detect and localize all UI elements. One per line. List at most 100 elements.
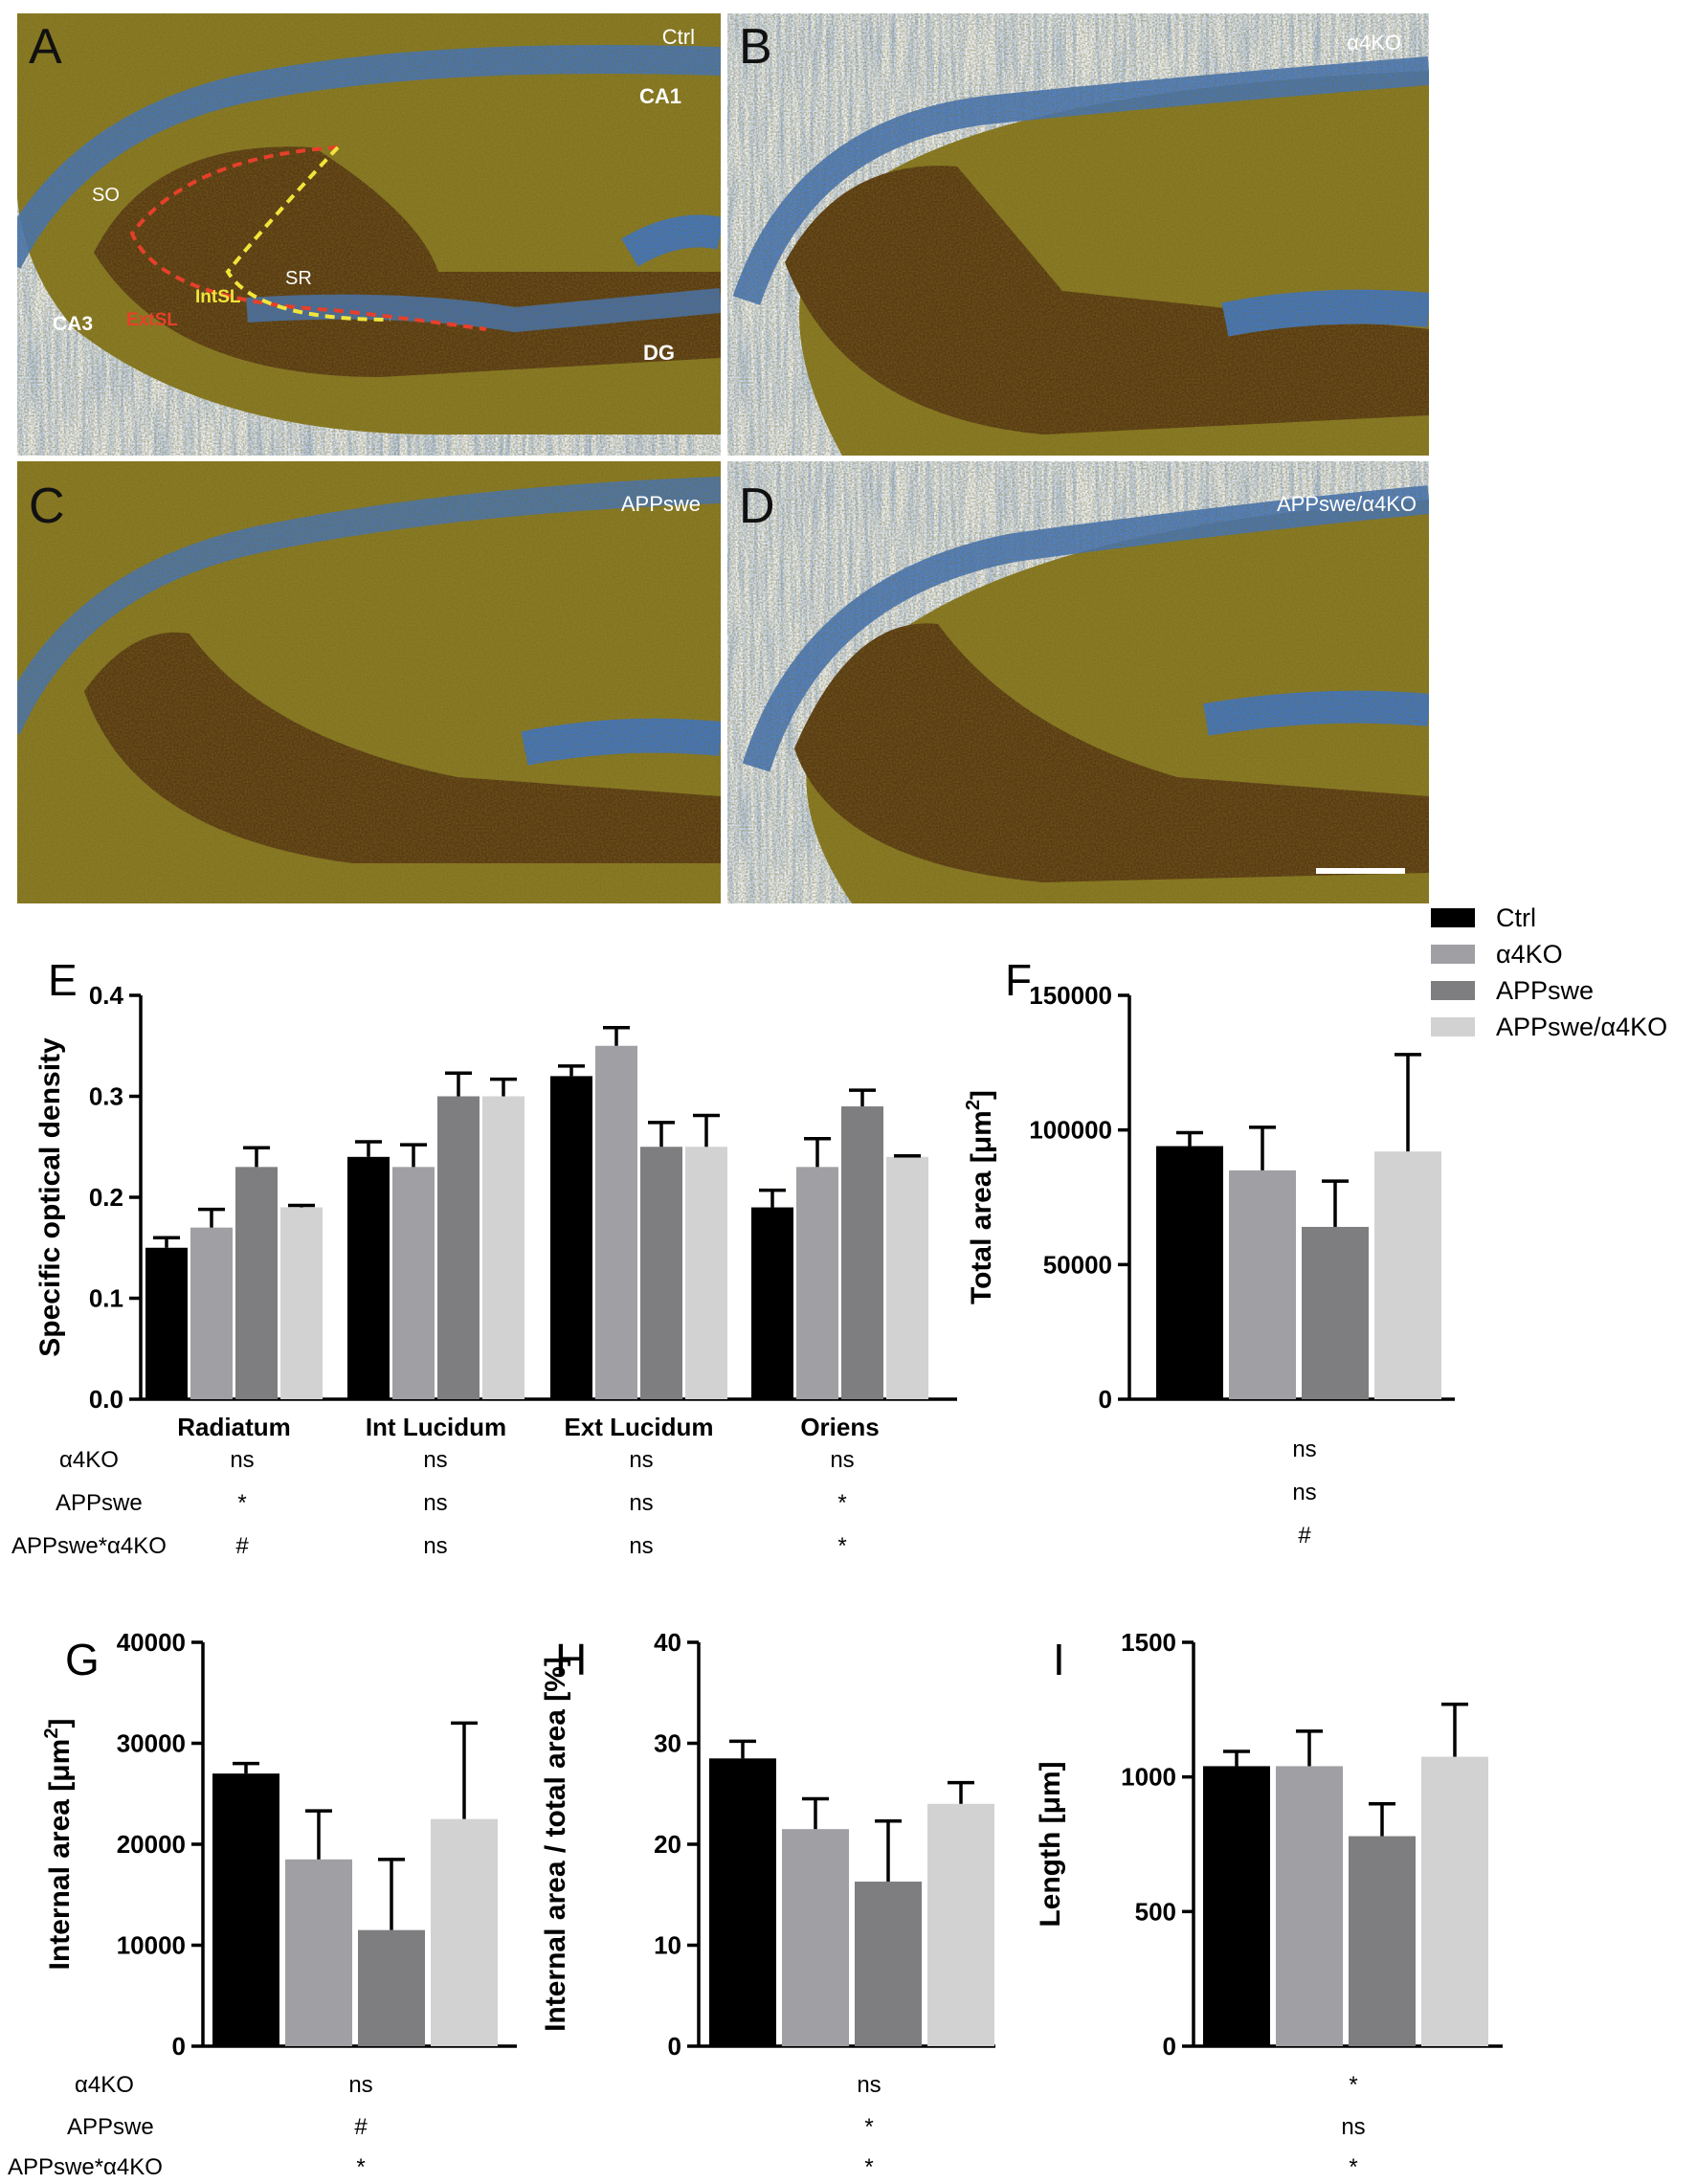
stats-value: ns	[423, 1490, 447, 1516]
y-tick-label: 0.2	[89, 1183, 123, 1212]
chart-f: 0 50000 100000 150000 Total area [μm2]	[963, 981, 1455, 1414]
bar-Ctrl	[751, 1207, 793, 1399]
y-tick-label: 0	[1163, 2032, 1176, 2061]
y-tick-label: 20000	[117, 1830, 186, 1859]
panel-b-label: α4KO	[1347, 31, 1401, 55]
bar-4KO	[392, 1167, 435, 1399]
boundary-label-intsl: IntSL	[195, 287, 241, 307]
stats-value: *	[237, 1490, 246, 1516]
bar-4KO	[782, 1829, 849, 2046]
bar-Ctrl	[1156, 1146, 1223, 1399]
y-tick-label: 150000	[1029, 981, 1112, 1010]
panel-letter-f: F	[1005, 955, 1032, 1005]
bar-APPswe	[437, 1096, 480, 1399]
bar-APPswe4KO	[685, 1147, 727, 1399]
stats-value: *	[1349, 2072, 1357, 2098]
legend-label: Ctrl	[1496, 903, 1536, 932]
y-tick-label: 0.3	[89, 1082, 123, 1111]
stats-row-label: APPswe	[67, 2114, 154, 2140]
bar-APPswe	[1302, 1226, 1369, 1399]
panel-b-letter: B	[739, 19, 772, 75]
y-tick-label: 30000	[117, 1729, 186, 1758]
y-tick-label: 0.4	[89, 981, 124, 1010]
stats-row-label: α4KO	[59, 1447, 119, 1473]
bar-4KO	[1276, 1766, 1343, 2046]
y-tick-label: 30	[654, 1729, 681, 1758]
panel-c-letter: C	[29, 479, 65, 534]
y-tick-label: 100000	[1029, 1116, 1112, 1145]
region-label-dg: DG	[643, 341, 675, 365]
chart-i: 0 500 1000 1500 Length [μm]	[1035, 1628, 1503, 2061]
legend-swatch	[1431, 981, 1475, 1000]
y-tick-label: 0.0	[89, 1385, 123, 1414]
y-tick-label: 0	[1099, 1385, 1112, 1414]
region-label-ca1: CA1	[639, 84, 681, 108]
micrograph-panel-b	[727, 13, 1429, 456]
stats-value: *	[837, 1533, 846, 1559]
bar-Ctrl	[212, 1773, 279, 2046]
y-tick-label: 1000	[1121, 1763, 1176, 1792]
x-category-label: Oriens	[800, 1413, 879, 1441]
panel-a-letter: A	[29, 19, 62, 75]
legend-swatch	[1431, 908, 1475, 927]
stats-value: *	[356, 2154, 365, 2180]
legend-label: APPswe/α4KO	[1496, 1013, 1667, 1041]
stats-value: ns	[423, 1447, 447, 1473]
y-tick-label: 0.1	[89, 1284, 123, 1313]
y-axis-label: Total area [μm2]	[963, 1090, 997, 1304]
panel-letter-h: H	[555, 1635, 587, 1684]
chart-h: 0 10 20 30 40 Internal area / total area [%]	[540, 1628, 995, 2061]
y-tick-label: 0	[172, 2032, 186, 2061]
boundary-label-extsl: ExtSL	[126, 310, 178, 330]
stats-row-label: α4KO	[75, 2072, 134, 2098]
legend: Ctrl α4KO APPswe APPswe/α4KO	[1431, 903, 1667, 1041]
bar-APPswe4KO	[1421, 1756, 1488, 2046]
bar-4KO	[796, 1167, 838, 1399]
bar-APPswe	[358, 1929, 425, 2046]
region-label-so: SO	[92, 185, 120, 206]
micrograph-panel-c	[17, 461, 721, 903]
y-tick-label: 10	[654, 1931, 681, 1960]
stats-value: *	[1349, 2154, 1357, 2180]
panel-d-letter: D	[739, 479, 775, 534]
stats-value: *	[864, 2154, 873, 2180]
y-tick-label: 1500	[1121, 1628, 1176, 1657]
bar-Ctrl	[1203, 1766, 1270, 2046]
stats-row-label: APPswe*α4KO	[8, 2154, 163, 2180]
bar-APPswe	[841, 1106, 883, 1399]
bar-Ctrl	[145, 1247, 188, 1399]
stats-row-label: APPswe	[56, 1490, 143, 1516]
bar-4KO	[190, 1227, 233, 1399]
chart-g: 0 10000 20000 30000 40000 Internal area [μm2]	[41, 1628, 517, 2061]
bar-Ctrl	[347, 1156, 390, 1399]
stats-value: ns	[348, 2072, 372, 2098]
y-axis-label: Length [μm]	[1035, 1761, 1066, 1927]
panel-letter-e: E	[48, 955, 78, 1005]
bar-Ctrl	[709, 1758, 776, 2046]
bar-APPswe	[640, 1147, 682, 1399]
y-tick-label: 40	[654, 1628, 681, 1657]
x-category-label: Radiatum	[177, 1413, 290, 1441]
stats-value: #	[1298, 1523, 1311, 1549]
y-tick-label: 40000	[117, 1628, 186, 1657]
stats-value: ns	[629, 1490, 653, 1516]
y-tick-label: 10000	[117, 1931, 186, 1960]
x-category-label: Ext Lucidum	[564, 1413, 713, 1441]
legend-swatch	[1431, 945, 1475, 964]
bar-APPswe4KO	[886, 1156, 928, 1399]
panel-letter-i: I	[1053, 1635, 1065, 1684]
panel-c-label: APPswe	[621, 492, 701, 516]
micrograph-grid: A Ctrl CA1 SO SR CA3 DG IntSL ExtSL B α4…	[17, 13, 1429, 903]
bar-Ctrl	[550, 1076, 592, 1399]
micrograph-panel-d	[727, 461, 1429, 903]
y-tick-label: 500	[1135, 1897, 1176, 1926]
y-axis-label: Internal area / total area [%]	[540, 1657, 571, 2032]
stats-value: ns	[1292, 1480, 1316, 1505]
stats-value: ns	[1292, 1437, 1316, 1462]
bar-APPswe4KO	[1374, 1151, 1441, 1399]
stats-value: ns	[1341, 2114, 1365, 2140]
bar-APPswe	[1349, 1836, 1416, 2046]
region-label-ca3: CA3	[53, 313, 93, 335]
bar-4KO	[595, 1045, 637, 1399]
